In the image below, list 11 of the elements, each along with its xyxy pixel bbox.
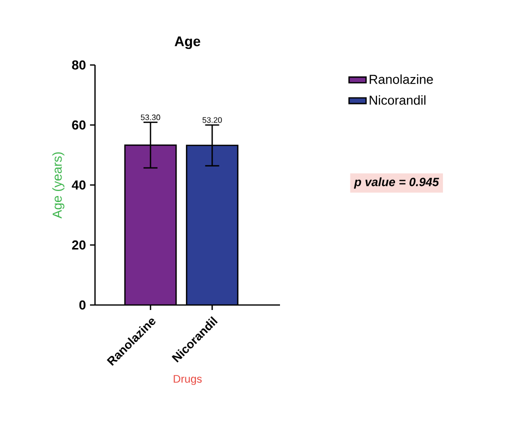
y-tick-label: 60 [72,120,86,130]
text: p value = 0.945 [354,177,440,189]
y-axis-title: Age (years) [52,152,64,218]
y-tick-label: 80 [72,60,86,70]
legend-label: Ranolazine [370,74,433,84]
chart-title: Age [174,36,200,50]
legend-label: Nicorandil [370,95,426,105]
y-tick-label: 0 [79,300,86,310]
y-tick-label: 40 [72,180,86,190]
x-axis-title: Drugs [174,375,202,385]
y-tick-label: 20 [72,240,86,250]
